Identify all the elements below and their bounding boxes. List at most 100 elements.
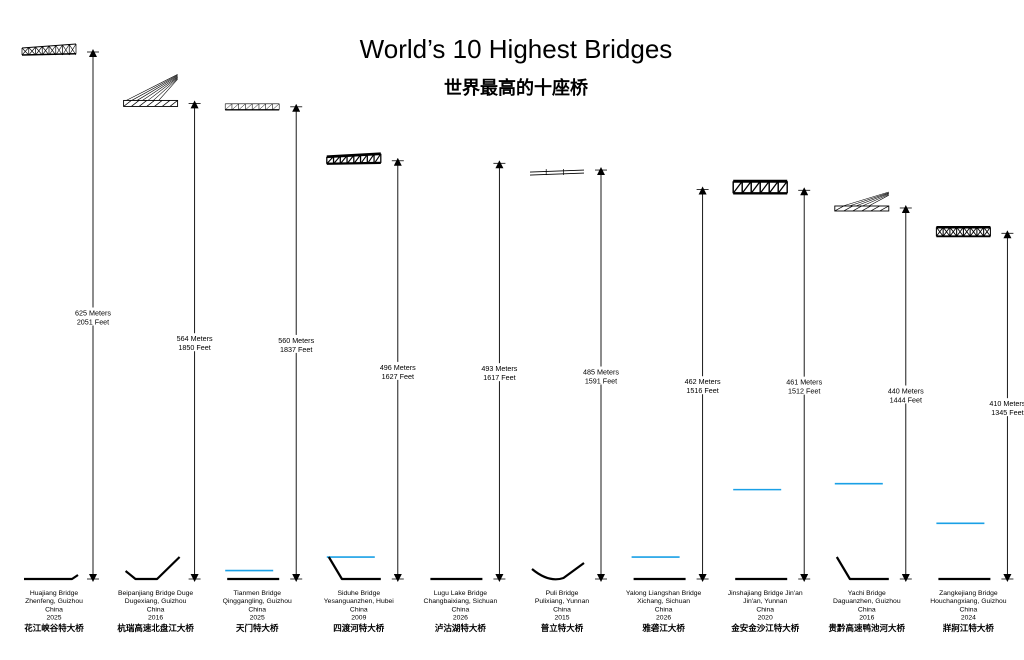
bridge-deck [238,103,246,110]
bridge-deck [843,205,853,212]
bridge-deck [741,180,752,194]
bridge-deck [373,153,382,165]
bridge-deck [62,44,70,56]
height-meters-label: 564 Meters [177,334,213,343]
bridge-country-label: China [756,606,774,613]
bridge-year-label: 2016 [859,615,874,622]
bridge-deck [48,45,57,56]
bridge-deck [333,155,341,165]
terrain-profile [24,574,79,581]
height-label-bg [71,307,115,326]
bridge-deck [360,154,368,165]
bridge-zh-name-label: 四渡河特大桥 [333,623,385,634]
bridge-name-label: Beipanjiang Bridge Duge [118,590,193,597]
bridge-deck [68,44,77,56]
bridge-zh-name-label: 泸沽湖特大桥 [435,623,487,634]
bridge-country-label: China [452,606,470,613]
bridge-deck [759,180,770,194]
bridge-deck [353,154,361,165]
bridge-cable [868,194,889,207]
bridge-year-label: 2020 [758,615,773,622]
bridge-deck-icon [21,43,77,56]
terrain-profile [531,562,585,581]
bridge-year-label: 2025 [250,615,265,622]
bridge-deck [28,47,36,56]
bridge-year-label: 2016 [148,615,163,622]
height-label-bg [883,385,928,404]
bridge-deck [870,205,880,212]
bridge-deck-icon [326,152,382,165]
bridge-year-label: 2026 [453,615,468,622]
bridge-zh-name-label: 金安金沙江特大桥 [730,623,800,634]
height-label-bg [782,376,827,395]
bridge-year-label: 2025 [46,615,61,622]
height-label-bg [579,366,623,385]
bridge-location-label: Xichang, Sichuan [637,598,690,605]
bridge-location-label: Zhenfeng, Guizhou [25,598,83,605]
bridge-location-label: Dugexiang, Guizhou [125,598,187,605]
bridge-location-label: Yesanguanzhen, Hubei [324,598,395,605]
bridge-deck [258,103,266,110]
bridge-deck [963,227,971,237]
bridge-zh-name-label: 花江峡谷特大桥 [24,623,84,634]
bridge-year-label: 2009 [351,615,366,622]
height-meters-label: 462 Meters [685,377,721,386]
bridge-deck [138,100,147,107]
bridge-deck [131,100,140,107]
bridge-name-label: Siduhe Bridge [337,590,380,597]
bridge-country-label: China [553,606,571,613]
bridge-deck [21,47,29,56]
bridge-name-label: Tianmen Bridge [233,590,281,597]
bridge-deck [949,227,958,237]
bridge-deck [956,227,964,237]
bridge-name-label: Puli Bridge [546,590,579,597]
bridge-deck [529,169,585,173]
bridge-name-label: Lugu Lake Bridge [434,590,488,597]
bridge-deck [42,46,50,56]
bridge-year-label: 2024 [961,615,976,622]
bridge-location-label: Qinggangling, Guizhou [223,598,292,605]
bridge-name-label: Yachi Bridge [848,590,886,597]
bridge-country-label: China [858,606,876,613]
bridge-deck [777,180,788,194]
bridge-deck [55,45,63,56]
bridge-zh-name-label: 贵黔高速鸭池河大桥 [829,623,906,634]
bridge-zh-name-label: 雅砻江大桥 [641,623,685,634]
bridge-deck [969,227,978,237]
height-label-bg [375,361,420,380]
bridge-deck [252,103,260,110]
bridge-deck [245,103,253,110]
height-feet-label: 1512 Feet [788,387,820,396]
bridge-year-label: 2015 [554,615,569,622]
bridge-location-label: Daguanzhen, Guizhou [833,598,901,605]
bridge-cable [855,193,889,207]
bridge-zh-name-label: 杭瑞高速北盘江大桥 [117,623,194,634]
bridge-deck [154,100,163,107]
height-label-bg [172,333,217,352]
bridge-cable [126,74,178,101]
bridge-deck [976,227,985,237]
bridge-deck [161,100,171,107]
bridge-country-label: China [147,606,165,613]
height-meters-label: 493 Meters [481,364,517,373]
bridge-cable [142,76,178,101]
bridge-cable [147,77,178,101]
bridge-deck [861,205,871,212]
bridge-deck [35,46,43,56]
chart-title: World’s 10 Highest Bridges [360,34,673,64]
bridge-deck [768,180,779,194]
height-label-bg [477,363,522,382]
bridge-deck [852,205,862,212]
bridge-location-label: Jin'an, Yunnan [743,598,787,605]
bridge-country-label: China [248,606,266,613]
bridge-deck [529,172,585,176]
bridge-country-label: China [655,606,673,613]
bridge-deck-icon [834,191,890,212]
bridge-deck [732,180,743,194]
bridge-cable [158,79,178,101]
